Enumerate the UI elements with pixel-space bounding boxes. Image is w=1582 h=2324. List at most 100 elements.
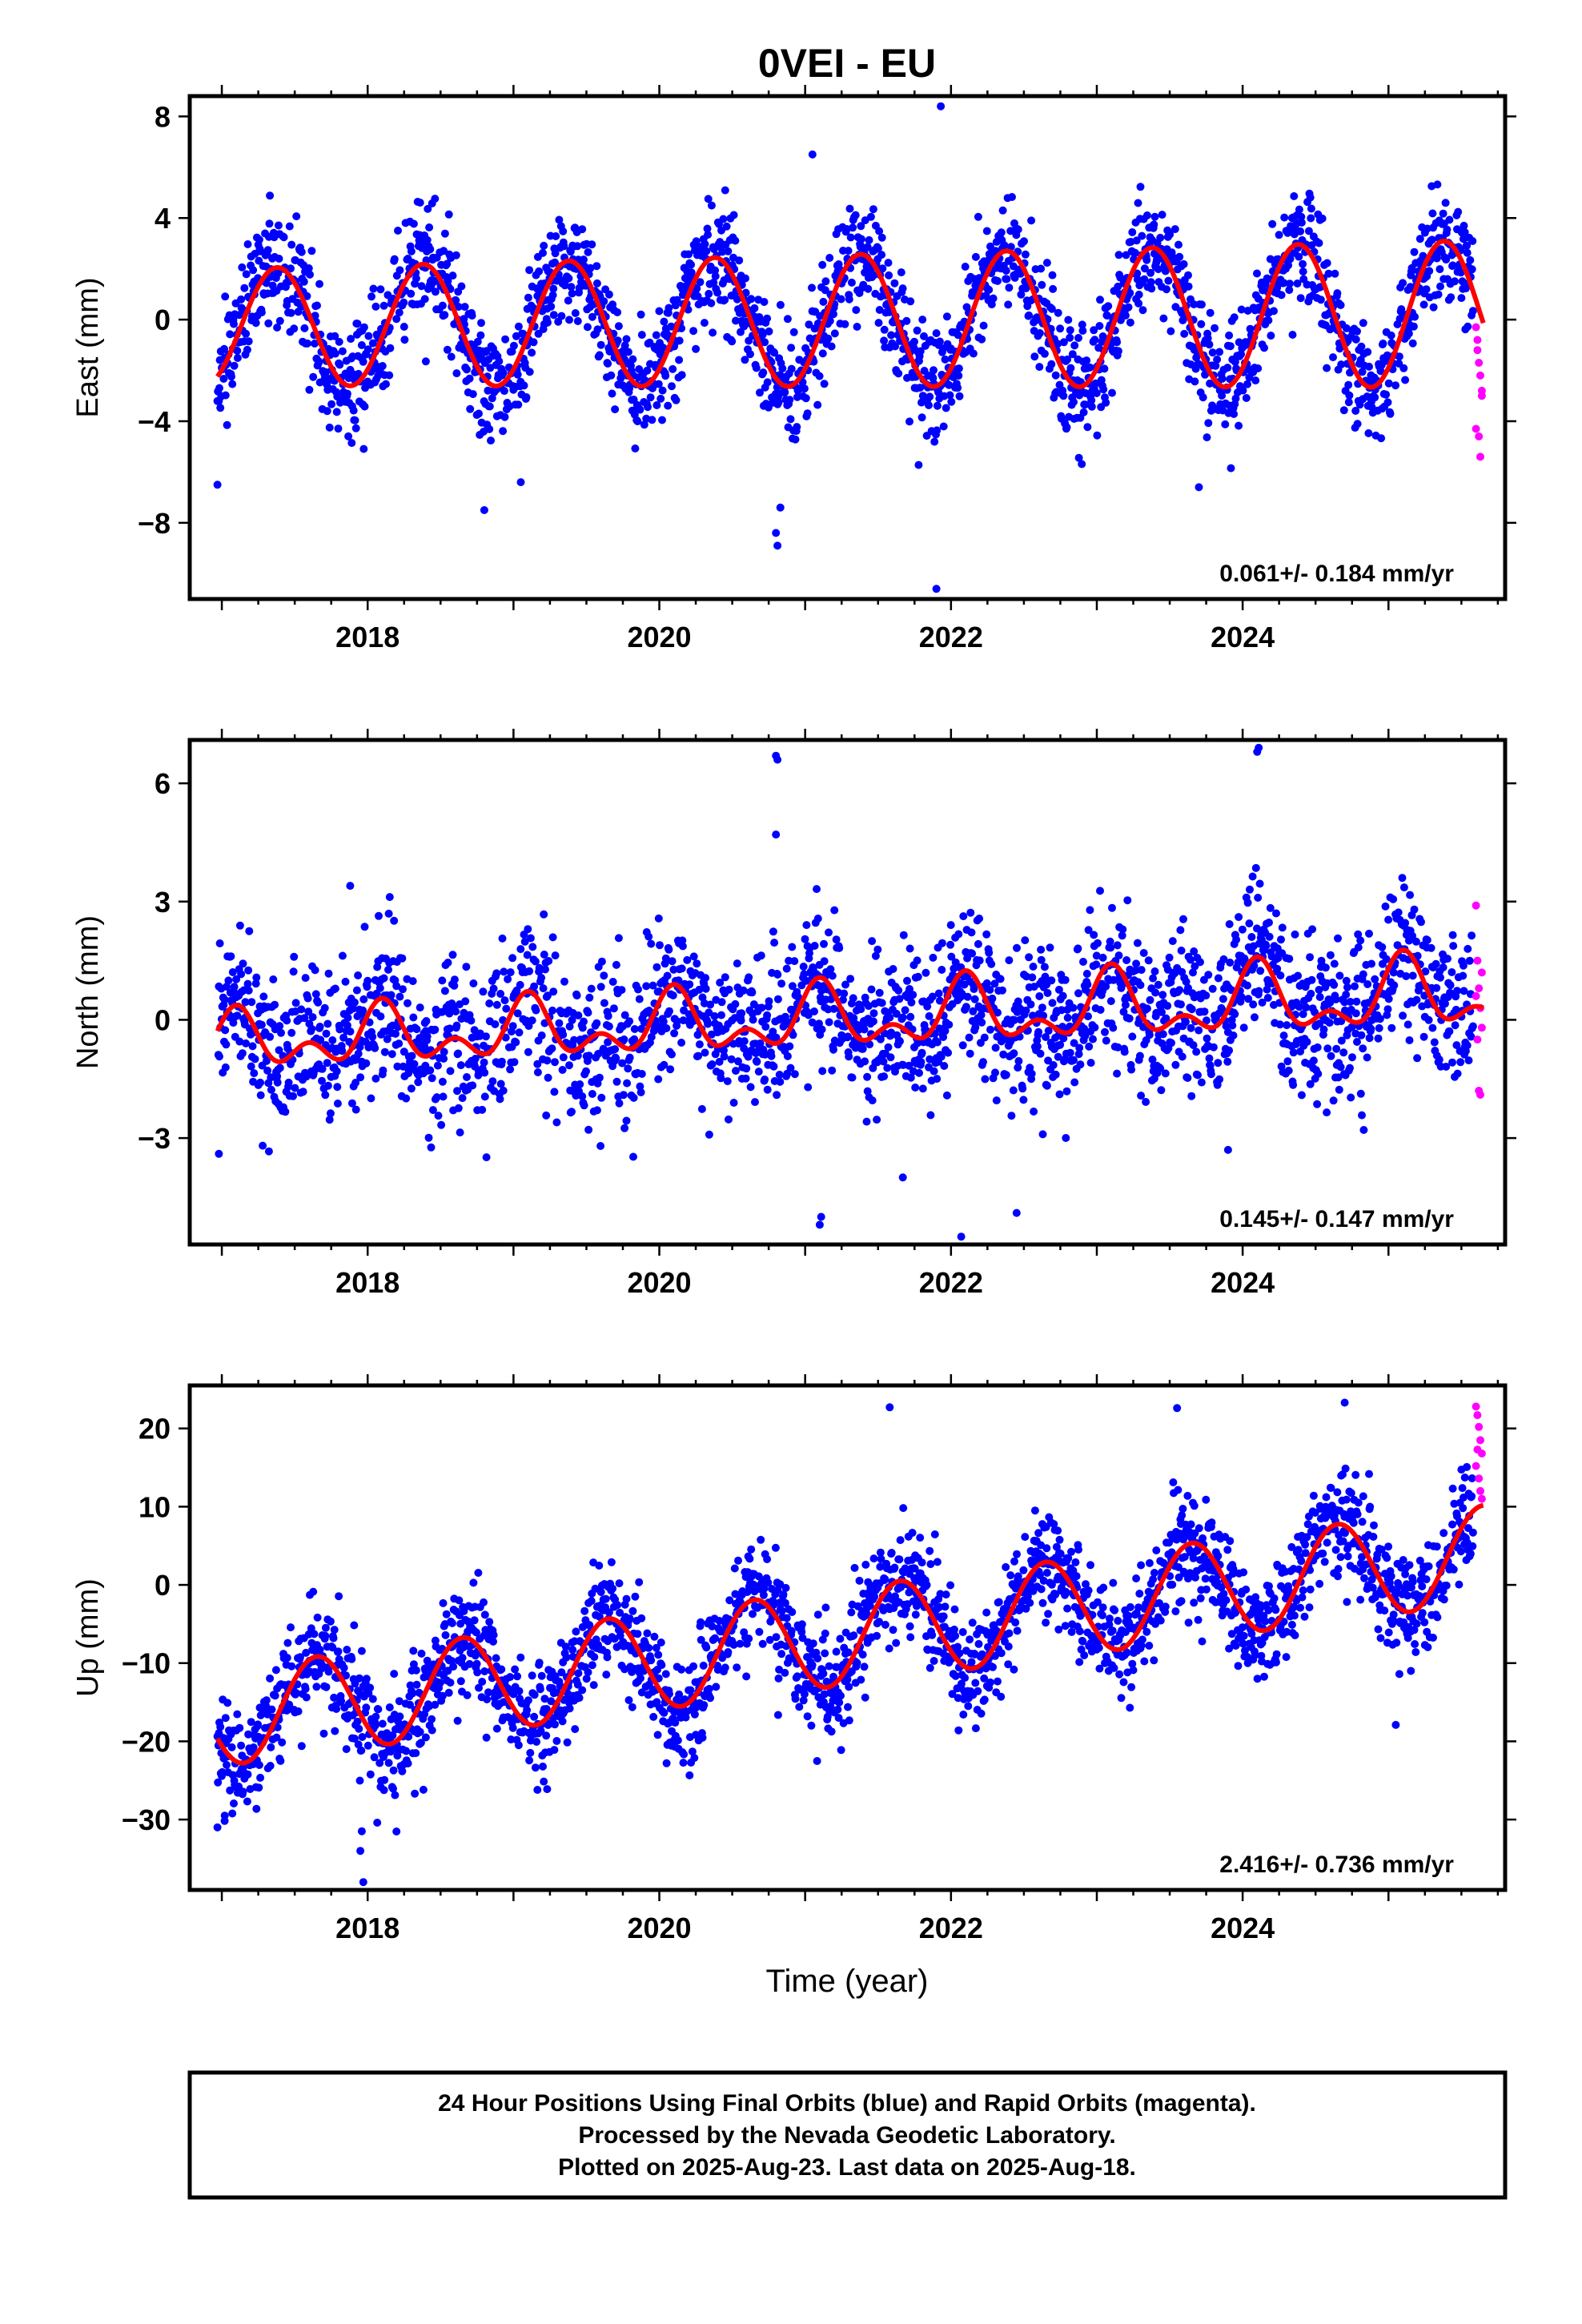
data-point: [1239, 1023, 1248, 1032]
data-point: [961, 263, 970, 271]
data-point: [321, 368, 330, 376]
data-point: [331, 349, 339, 358]
data-point: [452, 1021, 461, 1030]
data-point: [693, 284, 701, 293]
outlier-point: [1255, 743, 1263, 752]
data-point: [1345, 391, 1354, 400]
data-point: [977, 1011, 986, 1019]
data-point: [252, 1804, 261, 1813]
data-point: [1028, 1011, 1037, 1020]
data-point: [1074, 1050, 1083, 1059]
data-point: [230, 983, 239, 991]
east-x-axis: 2018 2020 2022 2024: [220, 85, 1500, 653]
data-point: [1321, 963, 1330, 972]
outlier-point: [215, 1149, 223, 1158]
data-point: [819, 297, 828, 306]
data-point: [1162, 285, 1170, 294]
east-plot-area: [213, 102, 1486, 593]
data-point: [763, 314, 772, 323]
data-point: [926, 1111, 935, 1120]
data-point: [1034, 1027, 1043, 1036]
data-point: [303, 339, 311, 348]
data-point: [1042, 1081, 1051, 1090]
data-point: [825, 1018, 833, 1027]
data-point: [789, 1031, 797, 1039]
data-point: [604, 1038, 612, 1047]
data-point: [409, 219, 418, 228]
data-point: [287, 240, 296, 249]
data-point: [1051, 371, 1060, 380]
data-point: [426, 245, 435, 254]
data-point: [367, 1094, 375, 1103]
outlier-point: [1195, 483, 1203, 492]
data-point: [1324, 269, 1333, 278]
data-point: [535, 267, 544, 275]
data-point: [226, 1786, 235, 1795]
data-point: [1375, 1015, 1384, 1023]
data-point: [846, 975, 855, 983]
data-point: [264, 319, 273, 328]
data-point: [1265, 919, 1273, 927]
data-point: [1265, 932, 1274, 941]
data-point: [844, 1032, 852, 1041]
data-point: [737, 1016, 745, 1025]
data-point: [452, 369, 461, 378]
data-point: [349, 1004, 358, 1013]
data-point: [499, 1086, 508, 1095]
data-point: [1228, 1021, 1237, 1030]
data-point: [1158, 991, 1167, 999]
data-point: [704, 231, 713, 239]
data-point: [257, 1020, 266, 1029]
data-point: [239, 1787, 247, 1796]
data-point: [544, 1073, 552, 1082]
data-point: [1028, 973, 1037, 982]
data-point: [351, 416, 359, 424]
data-point: [753, 1057, 761, 1066]
data-point: [580, 1017, 588, 1026]
data-point: [452, 296, 460, 304]
data-point: [923, 1002, 932, 1011]
data-point: [992, 1096, 1001, 1105]
data-point: [244, 986, 253, 995]
data-point: [875, 306, 884, 314]
data-point: [1354, 943, 1363, 951]
data-point: [1156, 233, 1165, 242]
data-point: [1428, 1023, 1437, 1032]
north-model-curve: [215, 947, 1484, 1064]
data-point: [573, 1051, 582, 1060]
data-point: [271, 1666, 280, 1675]
data-point: [532, 1006, 540, 1015]
data-point: [482, 1032, 490, 1041]
data-point: [506, 968, 515, 977]
data-point: [700, 319, 709, 328]
data-point: [1074, 944, 1082, 953]
data-point: [491, 1020, 500, 1028]
data-point: [439, 1092, 448, 1101]
data-point: [913, 972, 922, 981]
data-point: [1124, 303, 1133, 312]
data-point: [1227, 464, 1235, 472]
data-point: [421, 357, 430, 366]
data-point: [275, 1022, 284, 1031]
data-point: [552, 1118, 561, 1127]
data-point: [1448, 1058, 1456, 1067]
data-point: [221, 292, 230, 301]
data-point: [906, 1012, 915, 1021]
data-point: [788, 943, 797, 951]
data-point: [1064, 316, 1073, 324]
data-point: [1113, 941, 1122, 950]
data-point: [242, 329, 251, 338]
data-point: [1051, 1070, 1060, 1079]
data-point: [604, 290, 613, 299]
data-point: [1062, 1134, 1070, 1142]
data-point: [920, 332, 928, 340]
data-point: [294, 1707, 303, 1715]
data-point: [1272, 909, 1280, 918]
data-point: [829, 310, 837, 319]
data-point: [1308, 925, 1317, 934]
data-point: [1189, 968, 1197, 977]
data-point: [996, 975, 1005, 983]
data-point: [633, 417, 642, 426]
data-point: [955, 392, 964, 400]
data-point: [1285, 279, 1294, 288]
